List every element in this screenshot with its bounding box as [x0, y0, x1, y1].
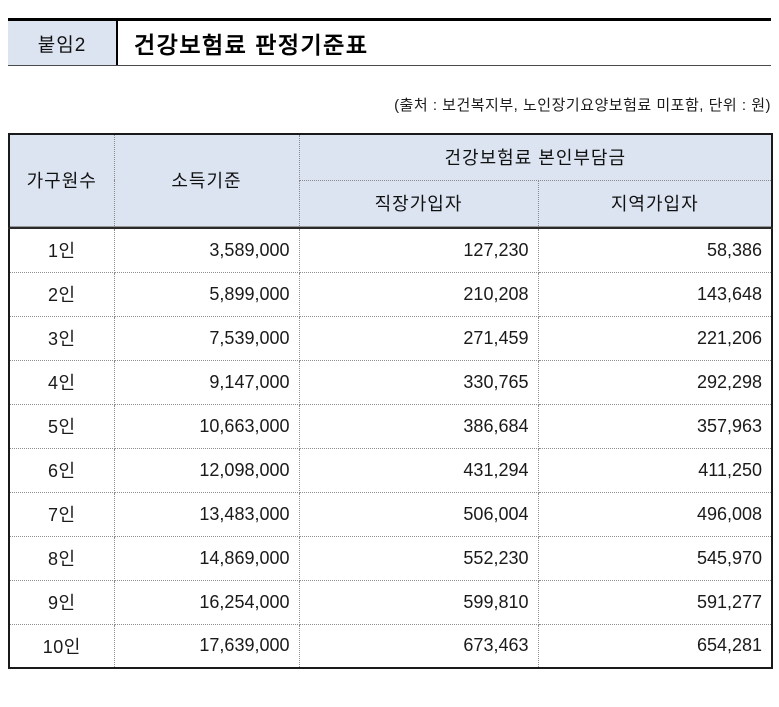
cell-regional: 496,008 — [537, 491, 773, 537]
table-row: 2인 5,899,000 210,208 143,648 — [8, 271, 773, 317]
cell-income: 13,483,000 — [113, 491, 300, 537]
cell-workplace: 330,765 — [298, 359, 539, 405]
table-row: 6인 12,098,000 431,294 411,250 — [8, 447, 773, 493]
title-banner: 붙임2 건강보험료 판정기준표 — [8, 18, 771, 66]
cell-regional: 654,281 — [537, 623, 773, 669]
cell-workplace: 431,294 — [298, 447, 539, 493]
cell-workplace: 127,230 — [298, 227, 539, 273]
header-household: 가구원수 — [8, 133, 115, 227]
table-row: 4인 9,147,000 330,765 292,298 — [8, 359, 773, 405]
cell-regional: 221,206 — [537, 315, 773, 361]
table-row: 1인 3,589,000 127,230 58,386 — [8, 227, 773, 273]
attachment-badge: 붙임2 — [8, 21, 118, 65]
cell-household: 4인 — [8, 359, 115, 405]
cell-workplace: 599,810 — [298, 579, 539, 625]
cell-regional: 545,970 — [537, 535, 773, 581]
cell-household: 7인 — [8, 491, 115, 537]
cell-household: 9인 — [8, 579, 115, 625]
cell-household: 3인 — [8, 315, 115, 361]
cell-regional: 357,963 — [537, 403, 773, 449]
cell-household: 6인 — [8, 447, 115, 493]
cell-workplace: 210,208 — [298, 271, 539, 317]
cell-workplace: 552,230 — [298, 535, 539, 581]
cell-household: 8인 — [8, 535, 115, 581]
cell-workplace: 386,684 — [298, 403, 539, 449]
cell-household: 5인 — [8, 403, 115, 449]
cell-workplace: 673,463 — [298, 623, 539, 669]
cell-regional: 143,648 — [537, 271, 773, 317]
cell-household: 1인 — [8, 227, 115, 273]
cell-regional: 292,298 — [537, 359, 773, 405]
cell-workplace: 271,459 — [298, 315, 539, 361]
cell-regional: 591,277 — [537, 579, 773, 625]
cell-income: 9,147,000 — [113, 359, 300, 405]
document-page: 붙임2 건강보험료 판정기준표 (출처 : 보건복지부, 노인장기요양보험료 미… — [0, 18, 779, 707]
header-income: 소득기준 — [113, 133, 300, 227]
table-header: 가구원수 소득기준 건강보험료 본인부담금 직장가입자 지역가입자 — [8, 133, 773, 227]
cell-income: 5,899,000 — [113, 271, 300, 317]
cell-income: 12,098,000 — [113, 447, 300, 493]
cell-regional: 411,250 — [537, 447, 773, 493]
cell-income: 7,539,000 — [113, 315, 300, 361]
premium-table: 가구원수 소득기준 건강보험료 본인부담금 직장가입자 지역가입자 1인 3,5… — [8, 133, 774, 669]
cell-workplace: 506,004 — [298, 491, 539, 537]
cell-income: 16,254,000 — [113, 579, 300, 625]
table-row: 9인 16,254,000 599,810 591,277 — [8, 579, 773, 625]
cell-regional: 58,386 — [537, 227, 773, 273]
header-regional: 지역가입자 — [537, 179, 773, 227]
table-body: 1인 3,589,000 127,230 58,386 2인 5,899,000… — [8, 225, 773, 669]
cell-household: 10인 — [8, 623, 115, 669]
page-title: 건강보험료 판정기준표 — [134, 32, 369, 58]
table-row: 3인 7,539,000 271,459 221,206 — [8, 315, 773, 361]
header-divider-rule — [8, 225, 773, 229]
source-note: (출처 : 보건복지부, 노인장기요양보험료 미포함, 단위 : 원) — [394, 97, 771, 114]
cell-household: 2인 — [8, 271, 115, 317]
cell-income: 10,663,000 — [113, 403, 300, 449]
cell-income: 3,589,000 — [113, 227, 300, 273]
table-row: 10인 17,639,000 673,463 654,281 — [8, 623, 773, 669]
header-workplace: 직장가입자 — [298, 179, 539, 227]
table-row: 5인 10,663,000 386,684 357,963 — [8, 403, 773, 449]
cell-income: 17,639,000 — [113, 623, 300, 669]
table-row: 8인 14,869,000 552,230 545,970 — [8, 535, 773, 581]
table-row: 7인 13,483,000 506,004 496,008 — [8, 491, 773, 537]
cell-income: 14,869,000 — [113, 535, 300, 581]
header-premium-group: 건강보험료 본인부담금 — [298, 133, 773, 181]
